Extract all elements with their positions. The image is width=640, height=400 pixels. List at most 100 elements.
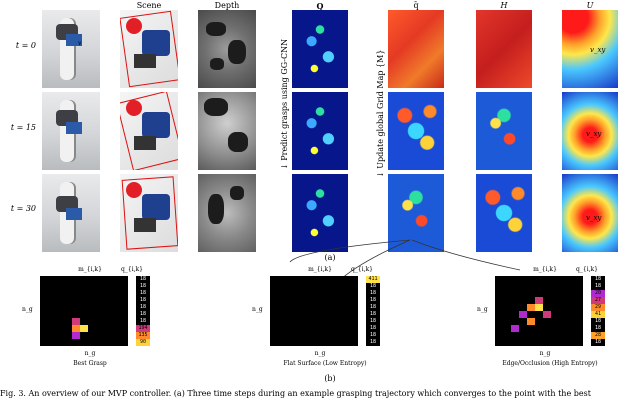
grid-cell <box>326 276 334 283</box>
grid-cell <box>334 325 342 332</box>
grid-cell <box>567 290 575 297</box>
robot-photo-t0: v <box>42 10 100 88</box>
grid-cell <box>294 311 302 318</box>
q-map-t15 <box>292 92 348 170</box>
grid-cell <box>112 339 120 346</box>
grid-cell <box>48 325 56 332</box>
grid-cell <box>72 283 80 290</box>
grid-cell <box>120 283 128 290</box>
grid-cell <box>334 297 342 304</box>
grid-cell <box>270 318 278 325</box>
q-cell: 18 <box>136 318 150 325</box>
grid-cell <box>334 311 342 318</box>
grid-cell <box>104 332 112 339</box>
grid-cell <box>559 290 567 297</box>
grid-cell <box>88 332 96 339</box>
grid-cell <box>72 339 80 346</box>
grid-cell <box>56 311 64 318</box>
grid-cell <box>88 325 96 332</box>
grid-cell <box>567 283 575 290</box>
q-cell: 18 <box>366 332 380 339</box>
qbar-map-t30 <box>388 174 444 252</box>
grid-cell <box>551 290 559 297</box>
grid-cell <box>342 325 350 332</box>
grid-cell <box>535 290 543 297</box>
grid-cell <box>318 304 326 311</box>
grid-cell <box>559 339 567 346</box>
grid-cell <box>503 311 511 318</box>
grid-cell <box>56 339 64 346</box>
grid-cell <box>302 325 310 332</box>
grid-cell <box>559 276 567 283</box>
scene-image-t0 <box>120 10 178 88</box>
grid-cell <box>535 325 543 332</box>
grid-cell <box>72 325 80 332</box>
grid-cell <box>310 283 318 290</box>
grid-cell <box>96 325 104 332</box>
q-cell: 18 <box>136 311 150 318</box>
grid-cell <box>350 304 358 311</box>
grid-cell <box>64 304 72 311</box>
grid-cell <box>334 283 342 290</box>
grid-cell <box>326 297 334 304</box>
grid-cell <box>527 325 535 332</box>
grid-cell <box>278 276 286 283</box>
grid-cell <box>64 332 72 339</box>
grid-cell <box>543 290 551 297</box>
grid-cell <box>511 318 519 325</box>
grid-cell <box>80 297 88 304</box>
grid-cell <box>302 311 310 318</box>
grid-cell <box>551 332 559 339</box>
grid-cell <box>342 283 350 290</box>
grid-cell <box>511 283 519 290</box>
q-cell: 41 <box>591 311 605 318</box>
grid-cell <box>551 276 559 283</box>
grid-cell <box>350 297 358 304</box>
grid-cell <box>495 297 503 304</box>
q-cell: 411 <box>366 276 380 283</box>
grid-cell <box>342 304 350 311</box>
col-header-h: H <box>500 1 508 10</box>
grid-cell <box>302 297 310 304</box>
grid-cell <box>535 318 543 325</box>
grid-cell <box>96 297 104 304</box>
grid-cell <box>495 304 503 311</box>
grid-cell <box>519 332 527 339</box>
grid-cell <box>88 283 96 290</box>
grid-cell <box>72 290 80 297</box>
grid-cell <box>56 290 64 297</box>
grid-cell <box>270 304 278 311</box>
grid-cell <box>56 276 64 283</box>
grid-cell <box>40 311 48 318</box>
grid-cell <box>302 283 310 290</box>
grid-cell <box>350 290 358 297</box>
grid-title: m_{i,k} <box>78 266 102 273</box>
grid-cell <box>286 290 294 297</box>
grid-cell <box>40 332 48 339</box>
grid-cell <box>88 311 96 318</box>
qbar-map-t15 <box>388 92 444 170</box>
grid-cell <box>64 318 72 325</box>
grid-cell <box>64 276 72 283</box>
subfigure-label-a: (a) <box>324 253 336 262</box>
grid-cell <box>48 318 56 325</box>
q-cell: 18 <box>366 339 380 346</box>
grid-cell <box>527 332 535 339</box>
grid-cell <box>559 332 567 339</box>
grid-cell <box>495 318 503 325</box>
grid-cell <box>88 318 96 325</box>
col-header-qbar: q̄ <box>413 1 419 10</box>
col-header-depth: Depth <box>214 1 240 10</box>
grid-cell <box>350 332 358 339</box>
q-cell: 18 <box>136 283 150 290</box>
grid-cell <box>40 318 48 325</box>
grid-cell <box>278 297 286 304</box>
grid-cell <box>80 332 88 339</box>
grid-cell <box>495 290 503 297</box>
grid-cell <box>120 318 128 325</box>
grid-cell <box>310 304 318 311</box>
grid-xlabel: n_g <box>314 350 326 357</box>
grid-cell <box>80 318 88 325</box>
grid-cell <box>527 276 535 283</box>
q-cell: 18 <box>366 297 380 304</box>
